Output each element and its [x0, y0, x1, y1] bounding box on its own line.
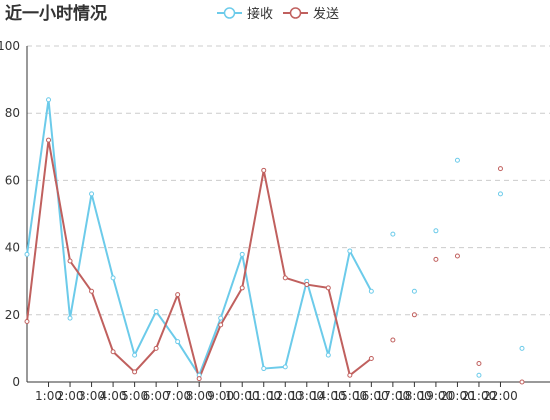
x-tick-label: 8:00: [186, 389, 213, 403]
legend-label-send: 发送: [313, 7, 340, 22]
y-tick-label: 100: [0, 39, 20, 53]
legend[interactable]: 接收 发送: [0, 3, 550, 22]
legend-label-receive: 接收: [247, 7, 274, 22]
data-point-send: [519, 379, 525, 385]
data-point-receive: [239, 251, 245, 257]
data-point-receive: [89, 191, 95, 197]
legend-item-send[interactable]: 发送: [283, 3, 339, 22]
x-tick-label: 7:00: [164, 389, 191, 403]
legend-line-icon: [283, 6, 308, 19]
data-point-receive: [175, 339, 181, 345]
legend-line-icon: [217, 6, 242, 19]
data-point-send: [454, 253, 460, 259]
data-point-receive: [433, 228, 439, 234]
data-point-receive: [110, 275, 116, 281]
data-point-receive: [325, 352, 331, 358]
data-point-receive: [132, 352, 138, 358]
x-tick-label: 1:00: [35, 389, 62, 403]
x-tick-label: 4:00: [100, 389, 127, 403]
x-tick-label: 12:00: [268, 389, 303, 403]
x-tick-label: 22:00: [483, 389, 518, 403]
data-point-send: [282, 275, 288, 281]
y-tick-label: 20: [5, 308, 20, 322]
data-point-send: [24, 319, 30, 325]
data-point-send: [476, 361, 482, 367]
data-point-receive: [411, 288, 417, 294]
data-point-send: [261, 167, 267, 173]
data-point-receive: [282, 364, 288, 370]
x-tick-label: 17:00: [376, 389, 411, 403]
x-tick-label: 14:00: [311, 389, 346, 403]
chart-title: 近一小时情况: [5, 4, 107, 24]
x-tick-label: 15:00: [333, 389, 368, 403]
data-point-send: [46, 137, 52, 143]
data-point-send: [325, 285, 331, 291]
y-tick-label: 40: [5, 241, 20, 255]
data-point-send: [175, 292, 181, 298]
x-tick-label: 5:00: [121, 389, 148, 403]
x-tick-label: 3:00: [78, 389, 105, 403]
data-point-receive: [519, 345, 525, 351]
data-point-receive: [24, 251, 30, 257]
data-point-send: [153, 345, 159, 351]
series-line-send: [26, 139, 372, 380]
data-point-receive: [347, 248, 353, 254]
data-point-receive: [454, 157, 460, 163]
x-tick-label: 16:00: [354, 389, 389, 403]
y-tick-label: 60: [5, 173, 20, 187]
x-tick-label: 9:00: [207, 389, 234, 403]
data-point-send: [433, 256, 439, 262]
x-tick-label: 19:00: [419, 389, 454, 403]
data-point-receive: [218, 315, 224, 321]
data-point-send: [497, 166, 503, 172]
x-tick-label: 13:00: [289, 389, 324, 403]
data-point-send: [347, 372, 353, 378]
series-line-receive: [26, 98, 373, 377]
x-tick-label: 2:00: [57, 389, 84, 403]
data-point-send: [411, 312, 417, 318]
data-point-receive: [476, 372, 482, 378]
x-tick-label: 10:00: [225, 389, 260, 403]
data-point-send: [304, 282, 310, 288]
y-tick-label: 0: [12, 375, 20, 389]
data-point-send: [196, 376, 202, 382]
data-point-send: [89, 288, 95, 294]
y-tick-label: 80: [5, 106, 20, 120]
data-point-receive: [153, 308, 159, 314]
x-tick-label: 6:00: [143, 389, 170, 403]
data-point-receive: [497, 191, 503, 197]
data-point-send: [110, 349, 116, 355]
data-point-send: [67, 258, 73, 264]
x-tick-label: 18:00: [397, 389, 432, 403]
data-point-send: [368, 355, 374, 361]
x-tick-label: 11:00: [246, 389, 281, 403]
data-point-receive: [368, 288, 374, 294]
data-point-send: [390, 337, 396, 343]
x-tick-label: 21:00: [462, 389, 497, 403]
data-point-send: [239, 285, 245, 291]
data-point-receive: [390, 231, 396, 237]
data-point-receive: [46, 97, 52, 103]
data-point-send: [218, 322, 224, 328]
data-point-receive: [261, 366, 267, 372]
legend-item-receive[interactable]: 接收: [217, 3, 273, 22]
x-tick-label: 20:00: [440, 389, 475, 403]
data-point-receive: [67, 315, 73, 321]
data-point-send: [132, 369, 138, 375]
